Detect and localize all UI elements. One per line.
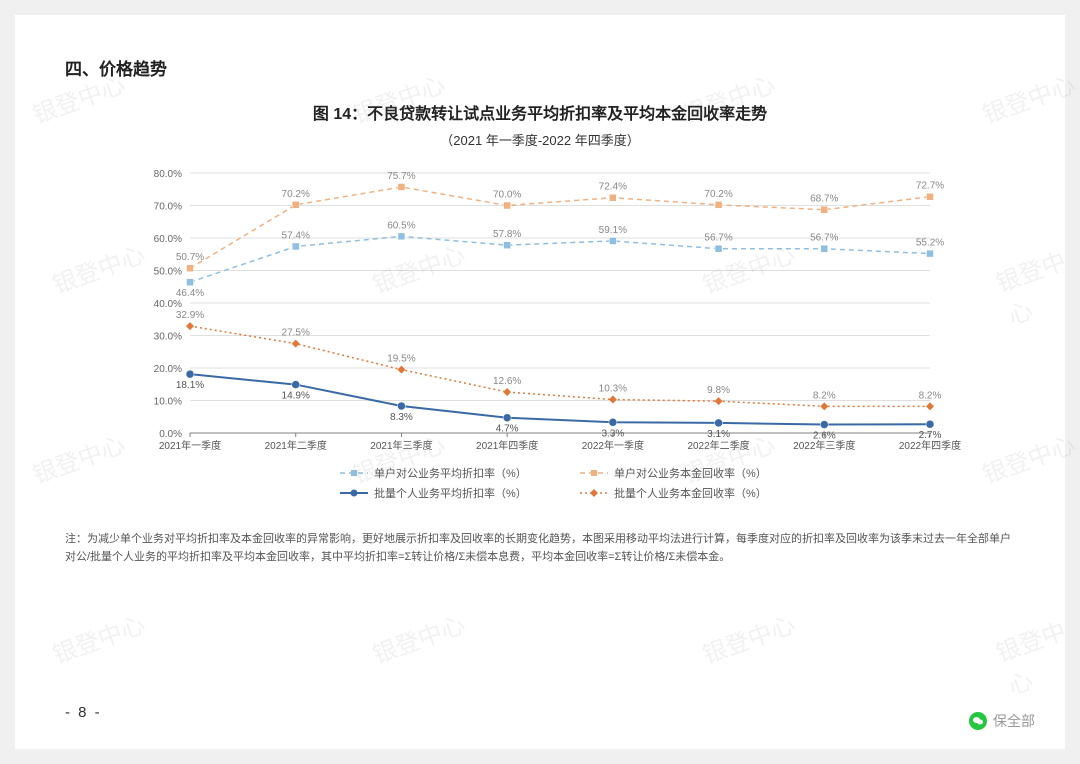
svg-text:2021年三季度: 2021年三季度 (370, 439, 432, 452)
svg-text:单户对公业务平均折扣率（%）: 单户对公业务平均折扣率（%） (374, 466, 527, 480)
chart-footnote: 注：为减少单个业务对平均折扣率及本金回收率的异常影响，更好地展示折扣率及回收率的… (65, 531, 1015, 566)
svg-text:8.2%: 8.2% (919, 390, 942, 401)
svg-text:2021年一季度: 2021年一季度 (159, 439, 221, 452)
wechat-icon (969, 712, 987, 730)
svg-text:18.1%: 18.1% (176, 380, 204, 391)
svg-text:20.0%: 20.0% (154, 364, 182, 375)
svg-text:56.7%: 56.7% (810, 233, 838, 244)
svg-text:57.8%: 57.8% (493, 229, 521, 240)
svg-text:70.2%: 70.2% (282, 189, 310, 200)
svg-text:27.5%: 27.5% (282, 328, 310, 339)
svg-text:40.0%: 40.0% (154, 299, 182, 310)
svg-text:55.2%: 55.2% (916, 238, 944, 249)
svg-text:75.7%: 75.7% (387, 171, 415, 182)
svg-text:68.7%: 68.7% (810, 194, 838, 205)
svg-text:19.5%: 19.5% (387, 354, 415, 365)
svg-text:56.7%: 56.7% (704, 233, 732, 244)
svg-text:12.6%: 12.6% (493, 376, 521, 387)
chart-svg: 0.0% 10.0% 20.0% 30.0% 40.0% 50.0% 60.0% 70.0% 8… (110, 153, 970, 523)
svg-text:70.0%: 70.0% (154, 202, 182, 213)
chart-subtitle: （2021 年一季度-2022 年四季度） (65, 130, 1015, 149)
svg-text:8.3%: 8.3% (390, 412, 413, 423)
document-page: 四、价格趋势 图 14：不良贷款转让试点业务平均折扣率及平均本金回收率走势 （2… (15, 15, 1065, 749)
svg-text:10.0%: 10.0% (154, 397, 182, 408)
svg-text:72.7%: 72.7% (916, 181, 944, 192)
svg-text:60.5%: 60.5% (387, 220, 415, 231)
svg-text:57.4%: 57.4% (282, 230, 310, 241)
section-title: 四、价格趋势 (65, 55, 1015, 80)
svg-text:9.8%: 9.8% (707, 385, 730, 396)
svg-text:50.7%: 50.7% (176, 252, 204, 263)
svg-text:8.2%: 8.2% (813, 390, 836, 401)
svg-text:70.2%: 70.2% (704, 189, 732, 200)
svg-text:2.6%: 2.6% (813, 431, 836, 442)
svg-text:32.9%: 32.9% (176, 310, 204, 321)
svg-text:46.4%: 46.4% (176, 288, 204, 299)
svg-text:50.0%: 50.0% (154, 267, 182, 278)
svg-text:14.9%: 14.9% (282, 391, 310, 402)
svg-text:70.0%: 70.0% (493, 190, 521, 201)
svg-text:批量个人业务本金回收率（%）: 批量个人业务本金回收率（%） (614, 486, 767, 500)
svg-text:2021年二季度: 2021年二季度 (265, 439, 327, 452)
svg-text:2021年四季度: 2021年四季度 (476, 439, 538, 452)
svg-text:4.7%: 4.7% (496, 424, 519, 435)
svg-text:10.3%: 10.3% (599, 384, 627, 395)
svg-text:30.0%: 30.0% (154, 332, 182, 343)
source-attribution: 保全部 (969, 711, 1035, 731)
svg-text:2.7%: 2.7% (919, 430, 942, 441)
svg-text:0.0%: 0.0% (159, 429, 182, 440)
page-number: - 8 - (65, 704, 102, 721)
svg-text:批量个人业务平均折扣率（%）: 批量个人业务平均折扣率（%） (374, 486, 527, 500)
svg-text:3.3%: 3.3% (601, 428, 624, 439)
chart-title: 图 14：不良贷款转让试点业务平均折扣率及平均本金回收率走势 (65, 100, 1015, 124)
footnote-text: 为减少单个业务对平均折扣率及本金回收率的异常影响，更好地展示折扣率及回收率的长期… (65, 533, 1011, 563)
svg-text:单户对公业务本金回收率（%）: 单户对公业务本金回收率（%） (614, 466, 767, 480)
svg-text:2022年一季度: 2022年一季度 (582, 439, 644, 452)
svg-text:2022年二季度: 2022年二季度 (687, 439, 749, 452)
svg-text:59.1%: 59.1% (599, 225, 627, 236)
svg-text:72.4%: 72.4% (599, 182, 627, 193)
source-label: 保全部 (993, 711, 1035, 731)
svg-text:80.0%: 80.0% (154, 169, 182, 180)
footnote-label: 注： (65, 533, 87, 545)
svg-text:60.0%: 60.0% (154, 234, 182, 245)
line-chart: 0.0% 10.0% 20.0% 30.0% 40.0% 50.0% 60.0% 70.0% 8… (110, 153, 970, 523)
svg-text:3.1%: 3.1% (707, 429, 730, 440)
